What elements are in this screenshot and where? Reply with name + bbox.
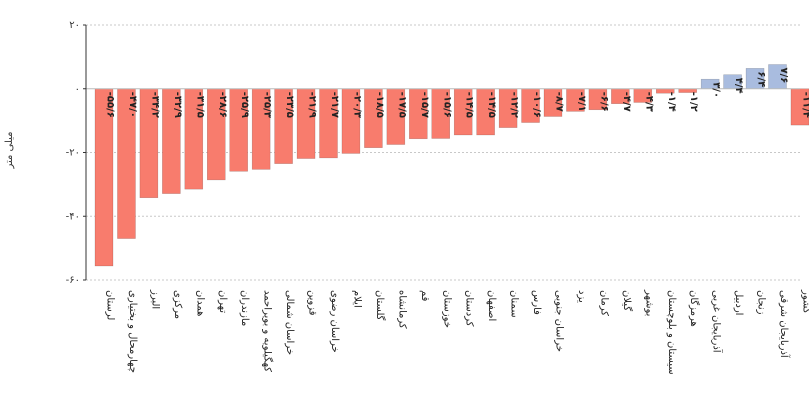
axes	[83, 24, 800, 281]
category-label: کردستان	[464, 290, 475, 327]
value-label: -۴۷/۰	[127, 92, 138, 118]
y-tick-label: ۰	[75, 84, 80, 95]
category-label: البرز	[149, 289, 160, 309]
category-label: بوشهر	[643, 289, 654, 316]
category-label: کهگیلویه و بویراحمد	[262, 290, 274, 372]
category-label: سمنان	[509, 290, 520, 318]
value-label: -۲۵/۹	[239, 92, 250, 118]
y-tick-label: -۶۰	[66, 275, 80, 286]
category-label: خراسان جنوبی	[554, 290, 565, 352]
category-label: زنجان	[756, 290, 767, 315]
y-tick-label: ۲۰	[69, 20, 80, 31]
value-label: -۱/۲	[688, 92, 699, 112]
value-label: -۸/۷	[554, 92, 565, 112]
category-label: قزوین	[307, 290, 318, 316]
value-label: -۳۱/۵	[194, 92, 205, 118]
category-label: لرستان	[105, 290, 116, 320]
value-label: -۷/۱	[576, 92, 587, 112]
value-label: -۴/۳	[643, 92, 654, 112]
category-label: ایلام	[351, 290, 362, 308]
category-label: خراسان شمالی	[284, 290, 295, 355]
value-label: -۵۵/۶	[105, 92, 116, 118]
category-labels: لرستان چهارمحال و بختیاری البرز مرکزی همدان ت…	[105, 289, 809, 375]
value-label: -۱۴/۵	[464, 92, 475, 118]
category-label: کشور	[800, 289, 809, 314]
category-label: مازندران	[239, 290, 250, 326]
value-label: -۱۷/۵	[396, 92, 407, 118]
value-label: -۱۵/۶	[441, 92, 452, 118]
value-labels: -۵۵/۶ -۴۷/۰ -۳۴/۲ -۳۲/۹ -۳۱/۵ -۲۸/۶ -۲۵/۹ -۲۵/۳…	[105, 68, 809, 118]
category-label: سیستان و بلوچستان	[666, 290, 677, 375]
value-label: ۳/۰	[711, 82, 722, 98]
gridlines	[86, 24, 800, 281]
value-label: -۱۲/۲	[509, 92, 520, 118]
value-label: -۲۵/۳	[262, 92, 273, 118]
value-label: -۲۸/۶	[217, 92, 228, 118]
value-label: -۳۴/۲	[149, 92, 160, 118]
category-label: کرمان	[598, 290, 609, 316]
category-label: مرکزی	[172, 290, 183, 319]
y-tick-label: -۴۰	[66, 211, 80, 222]
category-label: خوزستان	[441, 290, 452, 328]
value-label: -۲۱/۷	[329, 92, 340, 118]
category-label: کرمانشاه	[396, 290, 407, 329]
y-tick-labels: ۲۰ ۰ -۲۰ -۴۰ -۶۰	[66, 20, 80, 286]
category-label: خراسان رضوی	[329, 290, 340, 353]
value-label: ۶/۴	[756, 71, 767, 87]
value-label: -۳۲/۹	[172, 92, 183, 118]
value-label: ۷/۶	[778, 68, 789, 84]
value-label: -۲۳/۵	[284, 92, 295, 118]
value-label: -۲۱/۹	[307, 92, 318, 118]
category-label: تهران	[217, 290, 228, 313]
bars	[94, 64, 809, 267]
category-label: اردبیل	[733, 290, 744, 315]
value-label: -۱۵/۷	[419, 92, 430, 118]
value-label: -۴/۷	[621, 92, 632, 112]
y-axis-label: میلی متر	[4, 131, 15, 169]
category-label: اصفهان	[486, 290, 497, 321]
value-label: -۱۴/۵	[486, 92, 497, 118]
y-tick-label: -۲۰	[66, 148, 80, 159]
category-label: فارس	[531, 290, 542, 315]
category-label: همدان	[194, 290, 205, 316]
value-label: -۱/۴	[666, 92, 677, 112]
category-label: قم	[419, 290, 430, 302]
value-label: -۱۸/۵	[374, 92, 385, 118]
category-label: یزد	[576, 290, 587, 303]
value-label: -۲۰/۳	[351, 92, 362, 118]
value-label: -۱۰/۶	[531, 92, 542, 118]
category-label: آذربایجان شرقی	[778, 290, 791, 359]
value-label: ۴/۴	[733, 78, 744, 94]
category-label: گیلان	[621, 290, 633, 311]
category-label: چهارمحال و بختیاری	[127, 290, 138, 373]
value-label: -۶/۶	[598, 92, 609, 112]
value-label: -۱۱/۴	[800, 92, 809, 118]
category-label: گلستان	[374, 290, 386, 321]
category-label: آذربایجان غربی	[711, 290, 724, 354]
category-label: هرمزگان	[688, 290, 700, 327]
